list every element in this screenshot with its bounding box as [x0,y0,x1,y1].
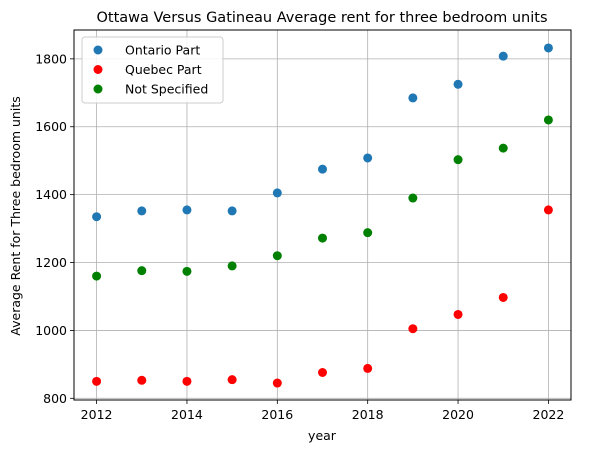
series-ontario-part [92,43,553,222]
series-quebec-part [92,205,553,388]
legend-marker [93,45,103,55]
data-point [137,375,147,385]
data-point [498,51,508,61]
x-tick-label: 2018 [352,407,384,422]
y-tick-label: 1400 [35,187,67,202]
data-point [92,212,102,222]
series-not-specified [92,115,553,281]
x-axis-label: year [308,428,337,443]
y-axis-ticks: 800 1000 1200 1400 1600 1800 [35,51,74,406]
x-tick-label: 2020 [442,407,474,422]
data-point [543,115,553,125]
x-tick-label: 2016 [261,407,293,422]
legend-marker [93,65,103,74]
data-point [408,193,418,203]
legend-label: Quebec Part [125,62,202,77]
data-point [363,228,373,238]
plot-frame [73,29,572,401]
data-point [363,153,373,163]
legend-label: Ontario Part [125,43,200,58]
data-point [137,206,147,216]
data-point [363,363,373,373]
data-point [92,376,102,386]
legend-box [81,36,224,104]
y-axis-label: Average Rent for Three bedroom units [8,96,23,335]
data-point [182,205,192,215]
x-axis-ticks: 2012 2014 2016 2018 2020 2022 [81,400,565,422]
data-point [137,266,147,276]
data-point [543,205,553,215]
y-tick-label: 800 [43,391,67,406]
data-point [272,188,282,198]
data-point [227,261,237,271]
data-point [543,43,553,53]
data-point [272,251,282,261]
y-tick-label: 1600 [35,119,67,134]
y-tick-label: 1000 [35,323,67,338]
legend-label: Not Specified [125,82,208,97]
legend-marker [93,84,103,94]
data-points [92,43,553,388]
data-point [318,164,327,174]
data-point [498,143,508,153]
chart-title: Ottawa Versus Gatineau Average rent for … [96,10,547,26]
y-tick-label: 1200 [35,255,67,270]
data-point [408,324,418,334]
data-point [318,368,327,378]
data-point [408,93,418,103]
data-point [182,266,192,276]
data-point [318,233,327,243]
x-tick-label: 2022 [533,407,565,422]
data-point [453,79,463,89]
data-point [227,206,237,216]
x-tick-label: 2014 [171,407,203,422]
data-point [453,155,463,165]
y-tick-label: 1800 [35,51,67,66]
data-point [182,376,192,386]
x-tick-label: 2012 [81,407,113,422]
data-point [227,375,237,385]
legend: Ontario Part Quebec Part Not Specified [81,36,224,104]
data-point [453,309,463,319]
data-point [498,292,508,302]
data-point [92,271,102,281]
data-point [272,378,282,388]
